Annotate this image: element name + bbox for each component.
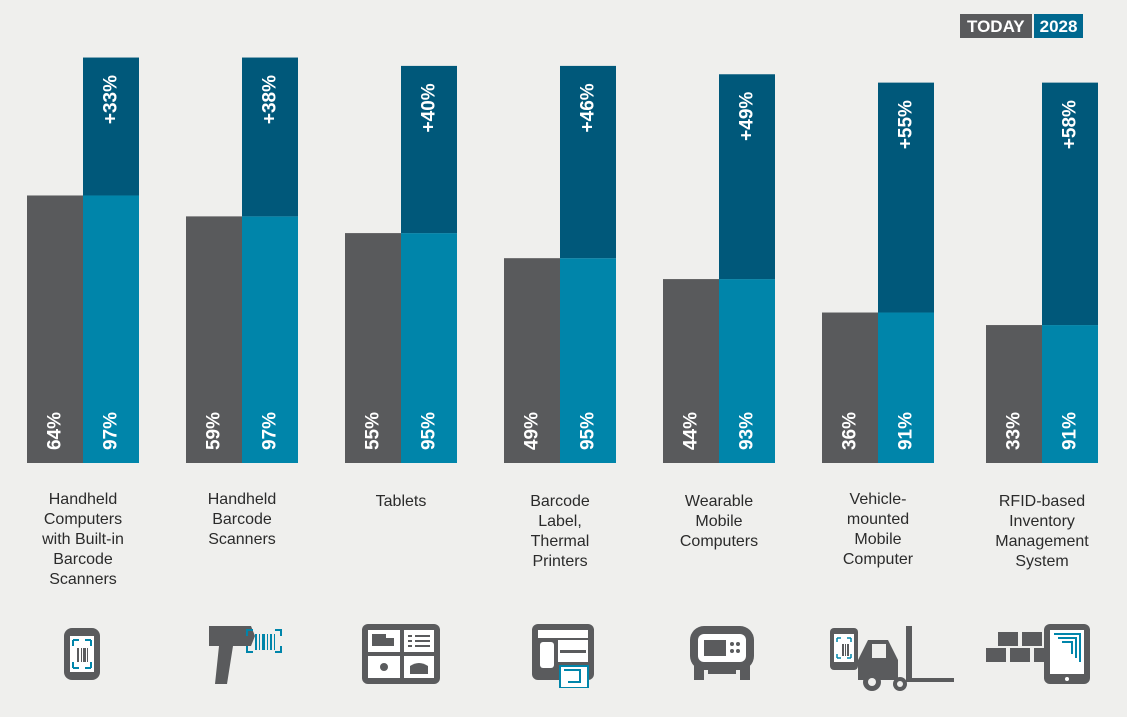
bar-2028-growth xyxy=(401,65,457,234)
bar-2028-base xyxy=(242,216,298,463)
growth-label: +55% xyxy=(896,100,917,149)
bar-today xyxy=(986,325,1042,463)
growth-label: +33% xyxy=(101,75,122,124)
bar-label-today: 49% xyxy=(522,412,543,450)
rfid-inventory-icon xyxy=(984,622,1094,691)
handheld-computer-icon xyxy=(60,622,104,691)
bar-2028-growth xyxy=(560,65,616,259)
bar-label-2028: 95% xyxy=(578,412,599,450)
category-label: Vehicle-mounted Mobile Computer xyxy=(842,491,914,568)
bar-2028-base xyxy=(560,258,616,463)
vehicle-mounted-computer-icon xyxy=(828,624,958,701)
tablet-icon xyxy=(360,622,442,691)
growth-label: +38% xyxy=(260,75,281,124)
bar-label-today: 36% xyxy=(840,412,861,450)
barcode-scanner-icon xyxy=(205,622,285,693)
wearable-computer-icon xyxy=(688,624,756,687)
category-label: RFID-based Inventory Management System xyxy=(995,493,1089,570)
bar-2028-growth xyxy=(83,57,139,196)
bar-today xyxy=(27,195,83,464)
bar-2028-base xyxy=(401,233,457,463)
bar-today xyxy=(504,258,560,463)
bar-label-today: 33% xyxy=(1004,412,1025,450)
bar-2028-growth xyxy=(1042,82,1098,326)
bar-label-2028: 91% xyxy=(896,412,917,450)
category-label: Wearable Mobile Computers xyxy=(679,493,759,550)
bar-label-today: 55% xyxy=(363,412,384,450)
bar-today xyxy=(186,216,242,463)
bar-2028-growth xyxy=(878,82,934,313)
category-label: Handheld Computers with Built-in Barcode Sca… xyxy=(42,491,124,588)
bar-label-2028: 95% xyxy=(419,412,440,450)
legend-today: TODAY xyxy=(960,14,1032,38)
bar-2028-growth xyxy=(242,57,298,217)
bar-label-today: 44% xyxy=(681,412,702,450)
bar-label-2028: 91% xyxy=(1060,412,1081,450)
bar-label-2028: 97% xyxy=(101,412,122,450)
growth-label: +46% xyxy=(578,83,599,132)
label-printer-icon xyxy=(530,622,596,693)
category-label: Barcode Label, Thermal Printers xyxy=(530,493,590,570)
bar-label-today: 59% xyxy=(204,412,225,450)
bar-2028-base xyxy=(878,312,934,463)
bar-label-2028: 93% xyxy=(737,412,758,450)
bar-today xyxy=(663,279,719,463)
bar-2028-base xyxy=(719,279,775,463)
growth-label: +49% xyxy=(737,92,758,141)
bar-label-2028: 97% xyxy=(260,412,281,450)
bar-label-today: 64% xyxy=(45,412,66,450)
category-label: Handheld Barcode Scanners xyxy=(207,491,277,548)
bar-2028-base xyxy=(83,195,139,464)
bar-2028-growth xyxy=(719,74,775,280)
bar-today xyxy=(822,312,878,463)
legend-2028: 2028 xyxy=(1033,14,1084,38)
category-label: Tablets xyxy=(375,493,427,510)
bar-2028-base xyxy=(1042,325,1098,463)
bar-today xyxy=(345,233,401,463)
growth-label: +40% xyxy=(419,83,440,132)
growth-label: +58% xyxy=(1060,100,1081,149)
legend: TODAY 2028 xyxy=(960,14,1084,38)
